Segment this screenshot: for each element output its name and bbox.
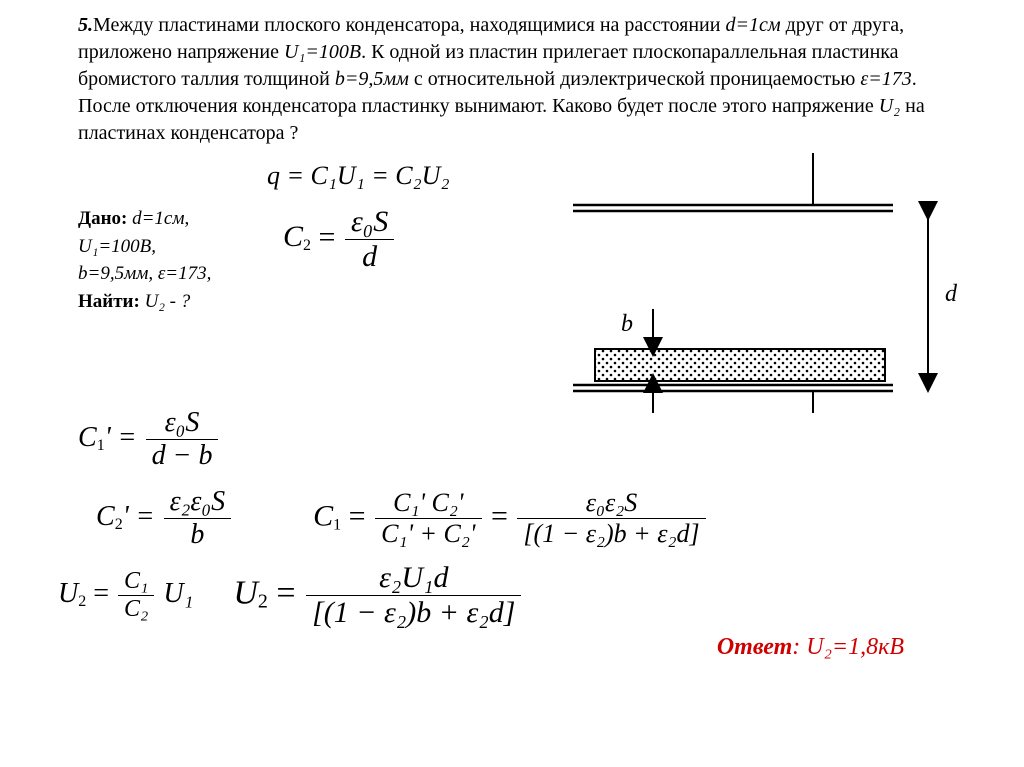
u2-sym: U₂ <box>879 95 900 117</box>
c1p-sub: 1 <box>97 437 105 454</box>
label-b: b <box>621 311 633 338</box>
mid-row: Дано: d=1см, U₁=100В, b=9,5мм, ε=173, На… <box>78 153 944 413</box>
eq-c1-series: C1 = C₁' C₂' C₁' + C₂' = ε₀ε₂S [(1 − ε₂)… <box>313 488 708 549</box>
c2p-den: b <box>164 519 232 551</box>
u2-big-num: ε₂U₁d <box>306 561 521 596</box>
eq-u2-full: U2 = ε₂U₁d [(1 − ε₂)b + ε₂d] <box>233 561 523 630</box>
c2-frac: ε₀S d <box>345 205 394 274</box>
c2-C: C <box>283 220 303 253</box>
u2b-U: U <box>233 574 258 611</box>
d-expr: d=1см <box>725 14 780 36</box>
c2p-sub: 2 <box>115 516 123 533</box>
u2-den-cc: C₂ <box>118 596 154 623</box>
capacitor-diagram: d b <box>533 153 963 413</box>
c1p-frac: ε₀S d − b <box>146 407 219 472</box>
u1-expr: U₁=100В <box>284 41 361 63</box>
given-d-comma: , <box>185 208 190 229</box>
c2p-frac: ε₂ε₀S b <box>164 486 232 551</box>
c2-lhs: C2 <box>283 220 311 253</box>
u2-big-den: [(1 − ε₂)b + ε₂d] <box>306 596 521 630</box>
eps-expr: ε=173 <box>860 68 911 90</box>
label-d: d <box>945 281 957 308</box>
problem-number: 5. <box>78 14 93 36</box>
equation-column: q = C₁U₁ = C₂U₂ C2 = ε₀S d <box>263 153 523 288</box>
problem-statement: 5.Между пластинами плоского конденсатора… <box>78 12 944 147</box>
eq-q-text: q = C₁U₁ = C₂U₂ <box>267 161 449 190</box>
eq-c1prime: C1' = ε₀S d − b <box>78 407 944 472</box>
c1-den1: C₁' + C₂' <box>375 519 481 549</box>
given-b-eps: b=9,5мм, ε=173, <box>78 263 211 284</box>
u2-u1: U₁ <box>163 578 193 609</box>
given-u1: U₁=100В, <box>78 236 156 257</box>
find-label: Найти: <box>78 291 140 312</box>
problem-text-4: с относительной диэлектрической проницае… <box>409 68 860 90</box>
u2-big-frac: ε₂U₁d [(1 − ε₂)b + ε₂d] <box>306 561 521 630</box>
eq-c2: C2 = ε₀S d <box>283 205 523 274</box>
row-c2p-c1: C2' = ε₂ε₀S b C1 = C₁' C₂' C₁' + C₂' = ε… <box>78 486 944 551</box>
c1-frac1: C₁' C₂' C₁' + C₂' <box>375 488 481 549</box>
c1p-den: d − b <box>146 440 219 472</box>
eq-c2prime: C2' = ε₂ε₀S b <box>96 486 233 551</box>
lower-equations: C1' = ε₀S d − b C2' = ε₂ε₀S b C1 = C₁' C… <box>78 407 944 630</box>
eq-q: q = C₁U₁ = C₂U₂ <box>267 161 523 191</box>
c1-num2: ε₀ε₂S <box>517 488 705 519</box>
diagram-svg <box>533 153 963 413</box>
answer: Ответ: U₂=1,8кВ <box>78 634 944 661</box>
c2-den: d <box>345 240 394 274</box>
c2p-num: ε₂ε₀S <box>164 486 232 519</box>
c2-sub: 2 <box>303 237 311 254</box>
eq-u2-short: U2 = C₁ C₂ U₁ <box>58 568 193 623</box>
problem-text-1: Между пластинами плоского конденсатора, … <box>93 14 725 36</box>
row-u2: U2 = C₁ C₂ U₁ U2 = ε₂U₁d [(1 − ε₂)b + ε₂… <box>78 561 944 630</box>
u2-frac-cc: C₁ C₂ <box>118 568 154 623</box>
b-expr: b=9,5мм <box>335 68 409 90</box>
given-d: d=1см <box>132 208 184 229</box>
c1-den2: [(1 − ε₂)b + ε₂d] <box>517 519 705 549</box>
c1-frac2: ε₀ε₂S [(1 − ε₂)b + ε₂d] <box>517 488 705 549</box>
find: U₂ - ? <box>140 291 190 312</box>
c2-num: ε₀S <box>345 205 394 240</box>
c1-num1: C₁' C₂' <box>375 488 481 519</box>
given-title: Дано: <box>78 208 127 229</box>
u2-num-cc: C₁ <box>118 568 154 596</box>
page: 5.Между пластинами плоского конденсатора… <box>0 0 1024 671</box>
u2-U: U <box>58 578 78 609</box>
c1p-num: ε₀S <box>146 407 219 440</box>
answer-value: : U₂=1,8кВ <box>792 634 904 660</box>
given-block: Дано: d=1см, U₁=100В, b=9,5мм, ε=173, На… <box>78 205 263 315</box>
answer-label: Ответ <box>717 634 792 660</box>
